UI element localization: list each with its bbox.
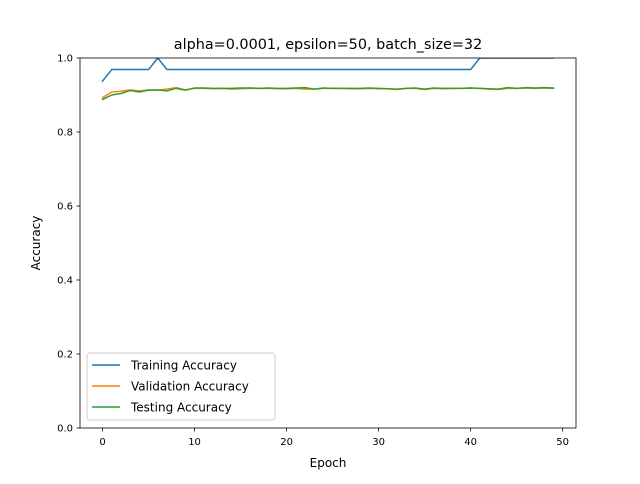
x-tick-label: 50 <box>556 437 569 448</box>
y-tick-label: 1.0 <box>57 54 73 65</box>
x-tick-label: 20 <box>280 437 293 448</box>
y-tick-label: 0.8 <box>57 128 73 139</box>
axes-layer <box>79 57 577 429</box>
x-tick-label: 30 <box>372 437 385 448</box>
y-tick-label: 0.4 <box>57 276 73 287</box>
x-axis-label: Epoch <box>310 456 347 470</box>
x-ticks: 0 10 20 30 40 50 <box>99 428 569 448</box>
chart-title: alpha=0.0001, epsilon=50, batch_size=32 <box>174 37 482 53</box>
y-tick-label: 0.6 <box>57 202 73 213</box>
series-layer <box>101 58 555 101</box>
y-tick-label: 0.0 <box>57 424 73 435</box>
x-tick-label: 40 <box>464 437 477 448</box>
axes-frame <box>79 57 577 429</box>
legend-box <box>86 352 276 421</box>
y-tick-label: 0.2 <box>57 350 73 361</box>
y-ticks: 0.0 0.2 0.4 0.6 0.8 1.0 <box>57 54 80 435</box>
y-axis-label: Accuracy <box>29 216 43 271</box>
legend-label-3: Testing Accuracy <box>130 401 232 415</box>
legend-label-2: Validation Accuracy <box>131 380 249 394</box>
series-line-3 <box>101 86 555 101</box>
series-line-1 <box>101 58 555 83</box>
x-tick-label: 0 <box>99 437 105 448</box>
x-tick-label: 10 <box>188 437 201 448</box>
legend: Training Accuracy Validation Accuracy Test… <box>86 352 276 421</box>
legend-label-1: Training Accuracy <box>130 359 237 373</box>
